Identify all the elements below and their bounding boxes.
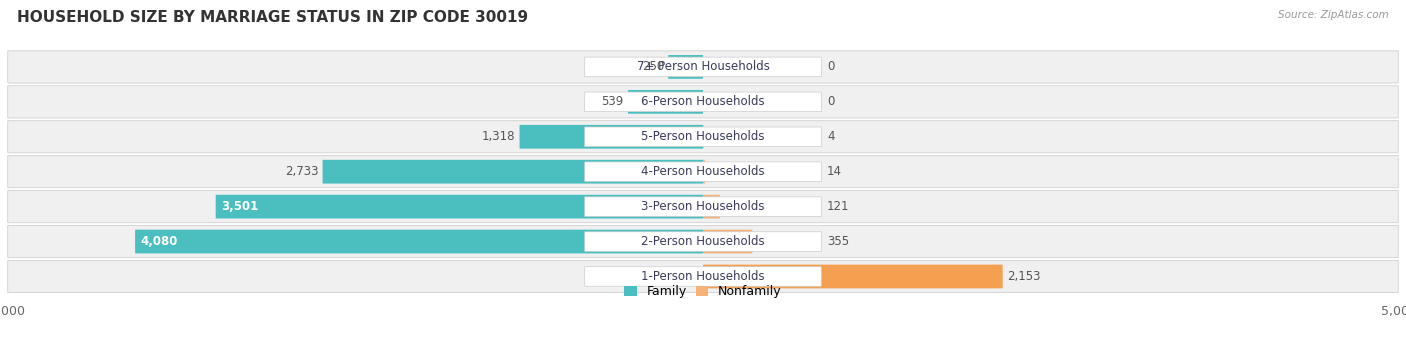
FancyBboxPatch shape (7, 190, 1399, 223)
FancyBboxPatch shape (7, 121, 1399, 153)
Text: 539: 539 (602, 95, 624, 108)
FancyBboxPatch shape (585, 57, 821, 77)
FancyBboxPatch shape (668, 55, 703, 79)
Text: 2-Person Households: 2-Person Households (641, 235, 765, 248)
FancyBboxPatch shape (585, 232, 821, 251)
FancyBboxPatch shape (585, 197, 821, 217)
Text: 5-Person Households: 5-Person Households (641, 130, 765, 143)
FancyBboxPatch shape (7, 51, 1399, 83)
FancyBboxPatch shape (585, 267, 821, 286)
FancyBboxPatch shape (7, 156, 1399, 188)
Text: HOUSEHOLD SIZE BY MARRIAGE STATUS IN ZIP CODE 30019: HOUSEHOLD SIZE BY MARRIAGE STATUS IN ZIP… (17, 10, 529, 25)
FancyBboxPatch shape (7, 225, 1399, 258)
Text: 4-Person Households: 4-Person Households (641, 165, 765, 178)
Text: 0: 0 (827, 95, 834, 108)
FancyBboxPatch shape (7, 260, 1399, 292)
FancyBboxPatch shape (520, 125, 703, 149)
FancyBboxPatch shape (585, 127, 821, 147)
FancyBboxPatch shape (703, 160, 704, 184)
Text: 121: 121 (827, 200, 849, 213)
Text: 4,080: 4,080 (141, 235, 179, 248)
Text: 7+ Person Households: 7+ Person Households (637, 61, 769, 73)
Text: 2,733: 2,733 (285, 165, 318, 178)
FancyBboxPatch shape (585, 162, 821, 182)
FancyBboxPatch shape (703, 265, 1002, 288)
FancyBboxPatch shape (585, 92, 821, 112)
Text: 3-Person Households: 3-Person Households (641, 200, 765, 213)
FancyBboxPatch shape (7, 86, 1399, 118)
Text: 1,318: 1,318 (482, 130, 516, 143)
Text: 355: 355 (827, 235, 849, 248)
FancyBboxPatch shape (322, 160, 703, 184)
FancyBboxPatch shape (628, 90, 703, 114)
FancyBboxPatch shape (215, 195, 703, 219)
Text: 2,153: 2,153 (1007, 270, 1040, 283)
Text: 250: 250 (641, 61, 664, 73)
FancyBboxPatch shape (703, 230, 752, 253)
Text: 3,501: 3,501 (221, 200, 259, 213)
FancyBboxPatch shape (703, 195, 720, 219)
Text: 4: 4 (827, 130, 834, 143)
Text: 0: 0 (827, 61, 834, 73)
Text: 1-Person Households: 1-Person Households (641, 270, 765, 283)
Text: 6-Person Households: 6-Person Households (641, 95, 765, 108)
FancyBboxPatch shape (135, 230, 703, 253)
Legend: Family, Nonfamily: Family, Nonfamily (624, 285, 782, 298)
Text: Source: ZipAtlas.com: Source: ZipAtlas.com (1278, 10, 1389, 20)
Text: 14: 14 (827, 165, 842, 178)
